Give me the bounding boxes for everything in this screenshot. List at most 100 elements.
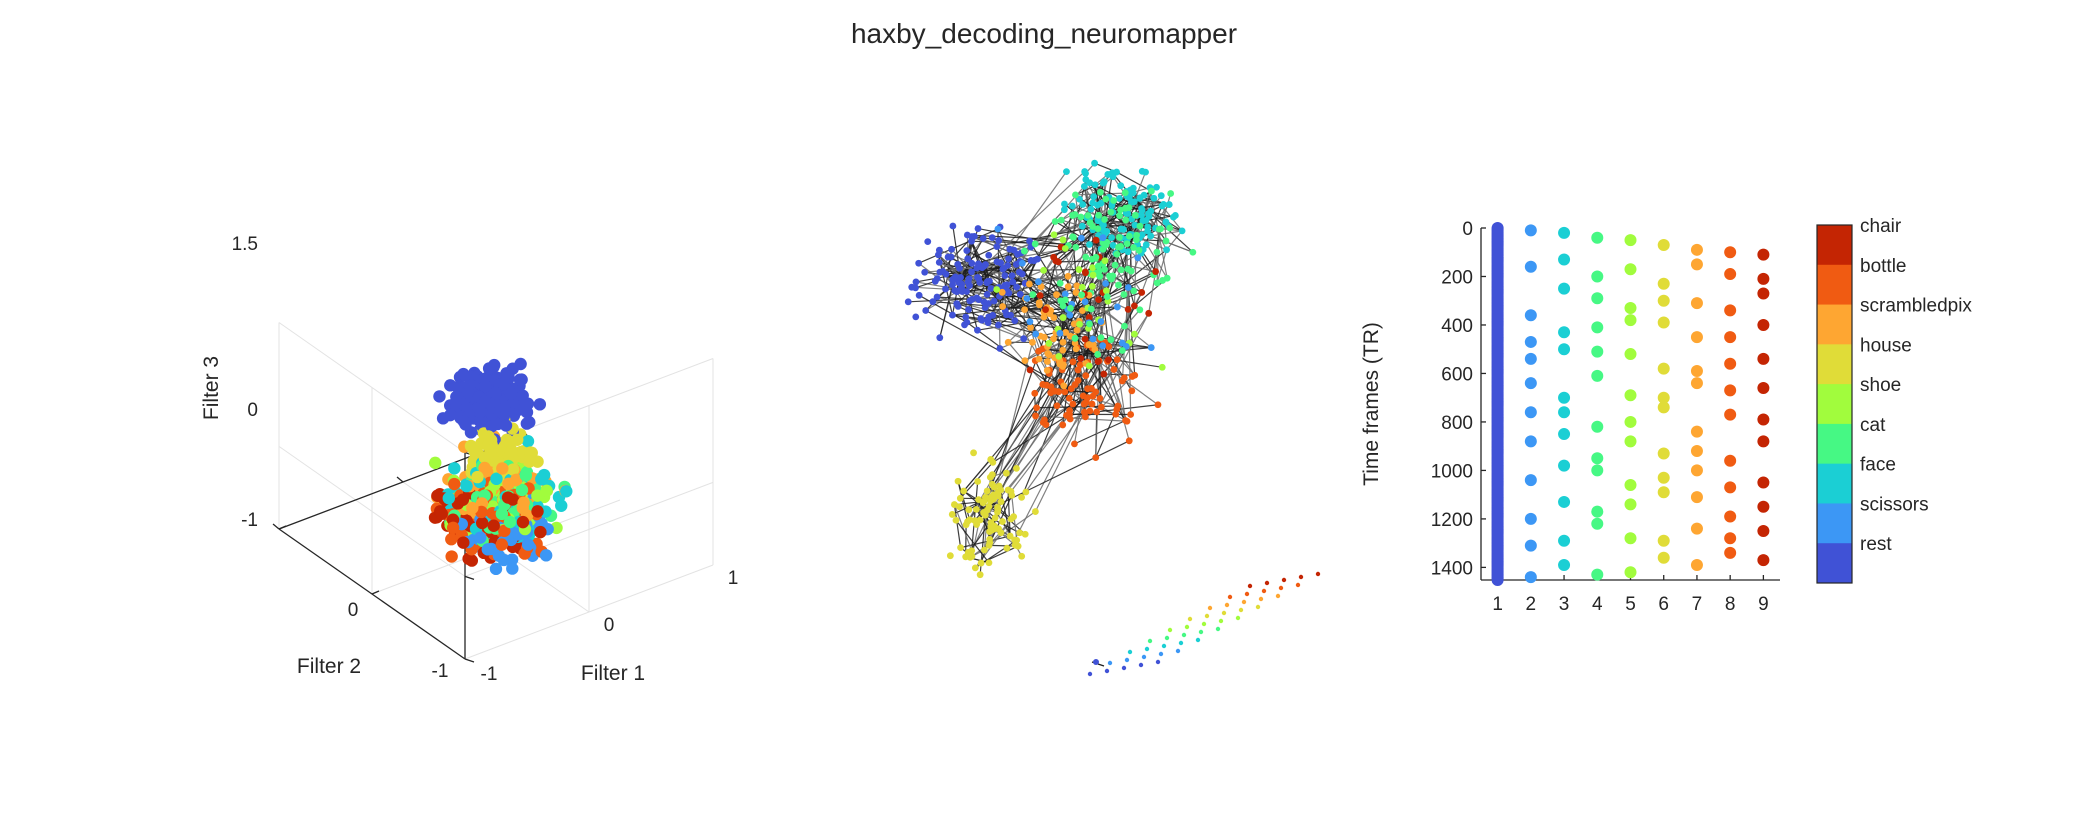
network-node-cat: [1061, 296, 1069, 304]
network-edge: [1068, 361, 1099, 399]
network-node-face: [1165, 201, 1173, 208]
network-node-bottle: [1092, 454, 1100, 462]
network-node-cat: [1115, 233, 1123, 241]
colorbar-segment-shoe: [1817, 384, 1852, 425]
network-edge: [1023, 317, 1064, 340]
network-node-face: [1138, 206, 1146, 214]
point-chair: [531, 505, 544, 518]
network-edge: [1105, 290, 1127, 421]
network-node-rest: [1009, 278, 1017, 286]
network-node-cat: [1166, 224, 1174, 232]
time-point-cat: [1591, 464, 1604, 477]
network-edge: [1000, 489, 1011, 537]
network-node-cat: [1109, 272, 1117, 280]
network-node-house: [1003, 544, 1011, 552]
colorbar-label-scrambledpix: scrambledpix: [1860, 296, 1972, 317]
chain-node-rest: [1087, 671, 1093, 677]
network-node-scrambledpix: [1059, 346, 1067, 354]
network-node-house: [1013, 464, 1020, 472]
network-node-shoe: [1078, 283, 1086, 291]
network-node-scissors: [1061, 290, 1069, 298]
time-point-bottle: [1724, 532, 1737, 545]
network-node-cat: [1071, 211, 1079, 218]
network-edge: [1150, 235, 1194, 253]
network-node-rest: [988, 234, 996, 241]
network-node-bottle: [1131, 371, 1139, 379]
network-node-face: [1130, 198, 1138, 206]
network-node-scrambledpix: [1050, 335, 1057, 343]
network-node-house: [976, 516, 984, 524]
network-edge: [1149, 187, 1168, 279]
network-node-bottle: [1118, 377, 1126, 385]
network-node-rest: [915, 291, 923, 299]
network-node-scrambledpix: [1035, 355, 1043, 363]
network-node-cat: [1077, 213, 1085, 221]
network-node-rest: [968, 268, 975, 276]
figure-title: haxby_decoding_neuromapper: [851, 18, 1237, 49]
network-edge: [965, 316, 1024, 340]
point-cat: [495, 507, 509, 521]
colorbar-segment-rest: [1817, 543, 1852, 584]
network-node-face: [1100, 221, 1107, 229]
network-node-rest: [987, 285, 995, 292]
network-node-scissors: [1077, 234, 1085, 242]
network-node-cat: [1124, 265, 1132, 273]
network-node-rest: [1093, 659, 1099, 665]
network-node-cat: [1071, 334, 1079, 342]
network-node-rest: [1020, 335, 1028, 343]
network-node-house: [985, 559, 993, 567]
colorbar-label-face: face: [1860, 455, 1896, 476]
time-point-house: [1657, 534, 1670, 547]
network-node-rest: [999, 265, 1007, 273]
network-edge: [953, 504, 962, 548]
point-bottle: [445, 533, 458, 546]
point-face: [460, 479, 473, 493]
point-scrambledpix: [502, 477, 515, 491]
chain-node-cat: [1215, 626, 1221, 632]
network-node-rest: [976, 262, 983, 269]
time-point-house: [1657, 277, 1670, 290]
network-node-shoe: [1102, 287, 1110, 295]
point-face: [448, 462, 461, 475]
point-rest: [479, 380, 492, 393]
network-node-house: [999, 518, 1006, 525]
network-edge: [1148, 271, 1157, 314]
network-node-shoe: [1088, 282, 1096, 290]
y-tick: [371, 590, 380, 595]
network-node-face: [1082, 176, 1090, 183]
point-rest: [458, 369, 472, 382]
network-node-rest: [936, 268, 944, 276]
x-tick: [396, 476, 404, 483]
point-house: [506, 463, 520, 476]
point-face: [560, 485, 573, 498]
network-edge: [1001, 291, 1032, 328]
chain-node-cat: [1181, 632, 1187, 638]
network-node-face: [1113, 168, 1121, 176]
network-node-face: [1100, 227, 1108, 235]
network-node-bottle: [1084, 385, 1092, 393]
network-node-face: [1171, 212, 1179, 219]
time-point-scissors: [1524, 335, 1537, 348]
chain-node-rest: [1155, 659, 1161, 665]
network-node-face: [1078, 222, 1086, 230]
network-node-house: [964, 518, 971, 526]
time-point-chair: [1757, 435, 1770, 448]
point-chair: [475, 516, 489, 530]
network-node-rest: [944, 253, 952, 261]
network-node-cat: [1122, 216, 1130, 224]
chain-node-scrambledpix: [1258, 596, 1264, 602]
network-node-chair: [1036, 292, 1044, 299]
network-node-chair: [1095, 296, 1103, 304]
network-edge: [1096, 313, 1150, 413]
network-node-cat: [1135, 246, 1143, 254]
network-node-face: [1120, 225, 1127, 233]
network-node-scrambledpix: [1045, 351, 1053, 359]
network-node-house: [987, 523, 995, 531]
network-node-face: [1162, 218, 1170, 226]
network-node-cat: [1101, 265, 1108, 273]
network-edge: [992, 237, 1054, 258]
network-node-cat: [1133, 231, 1141, 239]
network-node-bottle: [1074, 377, 1082, 384]
network-node-scrambledpix: [998, 288, 1006, 296]
network-edge: [971, 236, 1062, 248]
